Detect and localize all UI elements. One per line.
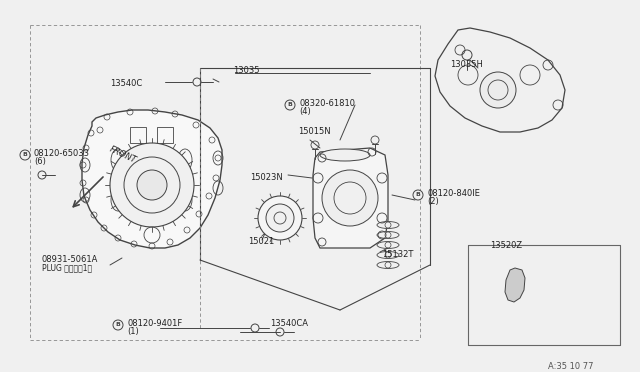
Circle shape xyxy=(113,320,123,330)
Ellipse shape xyxy=(377,262,399,269)
Circle shape xyxy=(124,157,180,213)
Text: FRONT: FRONT xyxy=(108,145,138,165)
Text: 13035H: 13035H xyxy=(450,60,483,69)
Circle shape xyxy=(110,143,194,227)
Text: 15021: 15021 xyxy=(248,237,275,246)
Ellipse shape xyxy=(377,251,399,259)
Text: 08320-61810: 08320-61810 xyxy=(299,99,355,108)
Circle shape xyxy=(480,72,516,108)
Polygon shape xyxy=(505,268,525,302)
Text: A:35 10 77: A:35 10 77 xyxy=(548,362,593,371)
Polygon shape xyxy=(313,148,388,248)
Circle shape xyxy=(266,204,294,232)
Text: 08120-9401F: 08120-9401F xyxy=(127,319,182,328)
Ellipse shape xyxy=(377,241,399,248)
Text: 15023N: 15023N xyxy=(250,173,283,182)
Text: 13520Z: 13520Z xyxy=(490,241,522,250)
Text: 15132T: 15132T xyxy=(382,250,413,259)
Polygon shape xyxy=(82,110,222,248)
Text: (6): (6) xyxy=(34,157,46,166)
Text: (4): (4) xyxy=(299,107,311,116)
Text: (2): (2) xyxy=(427,197,439,206)
Polygon shape xyxy=(435,28,565,132)
Bar xyxy=(130,127,146,143)
Ellipse shape xyxy=(377,221,399,228)
Text: 13540C: 13540C xyxy=(110,79,142,88)
Text: PLUG プラグ（1）: PLUG プラグ（1） xyxy=(42,263,92,272)
Ellipse shape xyxy=(377,231,399,238)
Text: 08120-840lE: 08120-840lE xyxy=(427,189,480,198)
Text: B: B xyxy=(22,153,28,157)
Circle shape xyxy=(20,150,30,160)
Bar xyxy=(157,127,173,143)
Circle shape xyxy=(285,100,295,110)
Circle shape xyxy=(258,196,302,240)
Text: (1): (1) xyxy=(127,327,139,336)
Circle shape xyxy=(334,182,366,214)
Text: B: B xyxy=(116,323,120,327)
Circle shape xyxy=(322,170,378,226)
Text: 08931-5061A: 08931-5061A xyxy=(42,255,99,264)
Text: 13540CA: 13540CA xyxy=(270,319,308,328)
Text: B: B xyxy=(287,103,292,108)
Circle shape xyxy=(413,190,423,200)
Text: 15015N: 15015N xyxy=(298,127,331,136)
Text: B: B xyxy=(415,192,420,198)
Text: 13035: 13035 xyxy=(233,66,259,75)
Ellipse shape xyxy=(320,149,370,161)
Circle shape xyxy=(137,170,167,200)
Text: 08120-65033: 08120-65033 xyxy=(34,149,90,158)
